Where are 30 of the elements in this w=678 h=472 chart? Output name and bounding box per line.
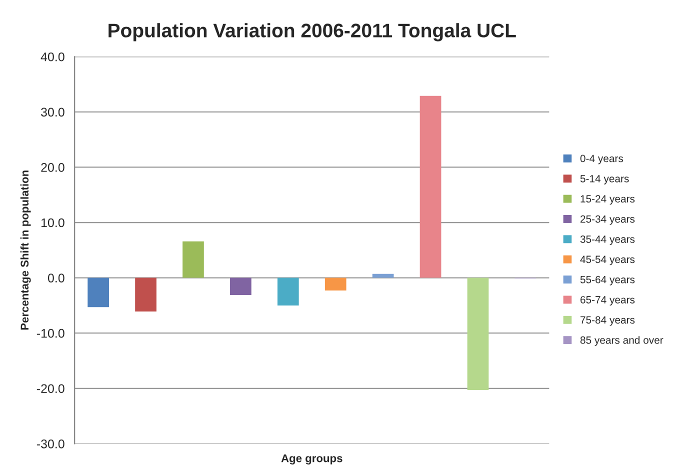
y-axis-title: Percentage Shift in population (20, 170, 31, 330)
y-tick-label: -10.0 (36, 328, 64, 338)
y-tick-label: 10.0 (41, 218, 64, 228)
bar (467, 278, 489, 390)
bar (420, 96, 442, 278)
legend-label: 85 years and over (580, 336, 664, 346)
y-tick-label: 20.0 (41, 163, 64, 172)
bar (182, 241, 204, 278)
legend-label: 5-14 years (580, 175, 629, 184)
bar (277, 278, 299, 306)
legend-label: 45-54 years (580, 256, 635, 266)
chart-title: Population Variation 2006-2011 Tongala UCL (108, 23, 516, 42)
y-tick-label: -20.0 (36, 384, 64, 394)
y-tick-label: 30.0 (41, 108, 64, 117)
bar (324, 278, 346, 291)
bar (230, 278, 252, 295)
y-tick-label: 40.0 (40, 52, 64, 62)
bar (372, 274, 394, 278)
legend-label: 65-74 years (580, 296, 635, 306)
bar (135, 278, 156, 312)
x-axis-title: Age groups (281, 454, 342, 464)
legend-label: 0-4 years (580, 154, 624, 164)
legend-label: 15-24 years (580, 195, 635, 205)
y-tick-label: -30.0 (36, 439, 64, 448)
legend-label: 25-34 years (580, 215, 635, 225)
bar (88, 278, 109, 308)
y-tick-label: 0.0 (48, 274, 64, 282)
legend-label: 55-64 years (580, 276, 635, 286)
legend-label: 35-44 years (580, 236, 635, 245)
legend-label: 75-84 years (580, 316, 635, 326)
